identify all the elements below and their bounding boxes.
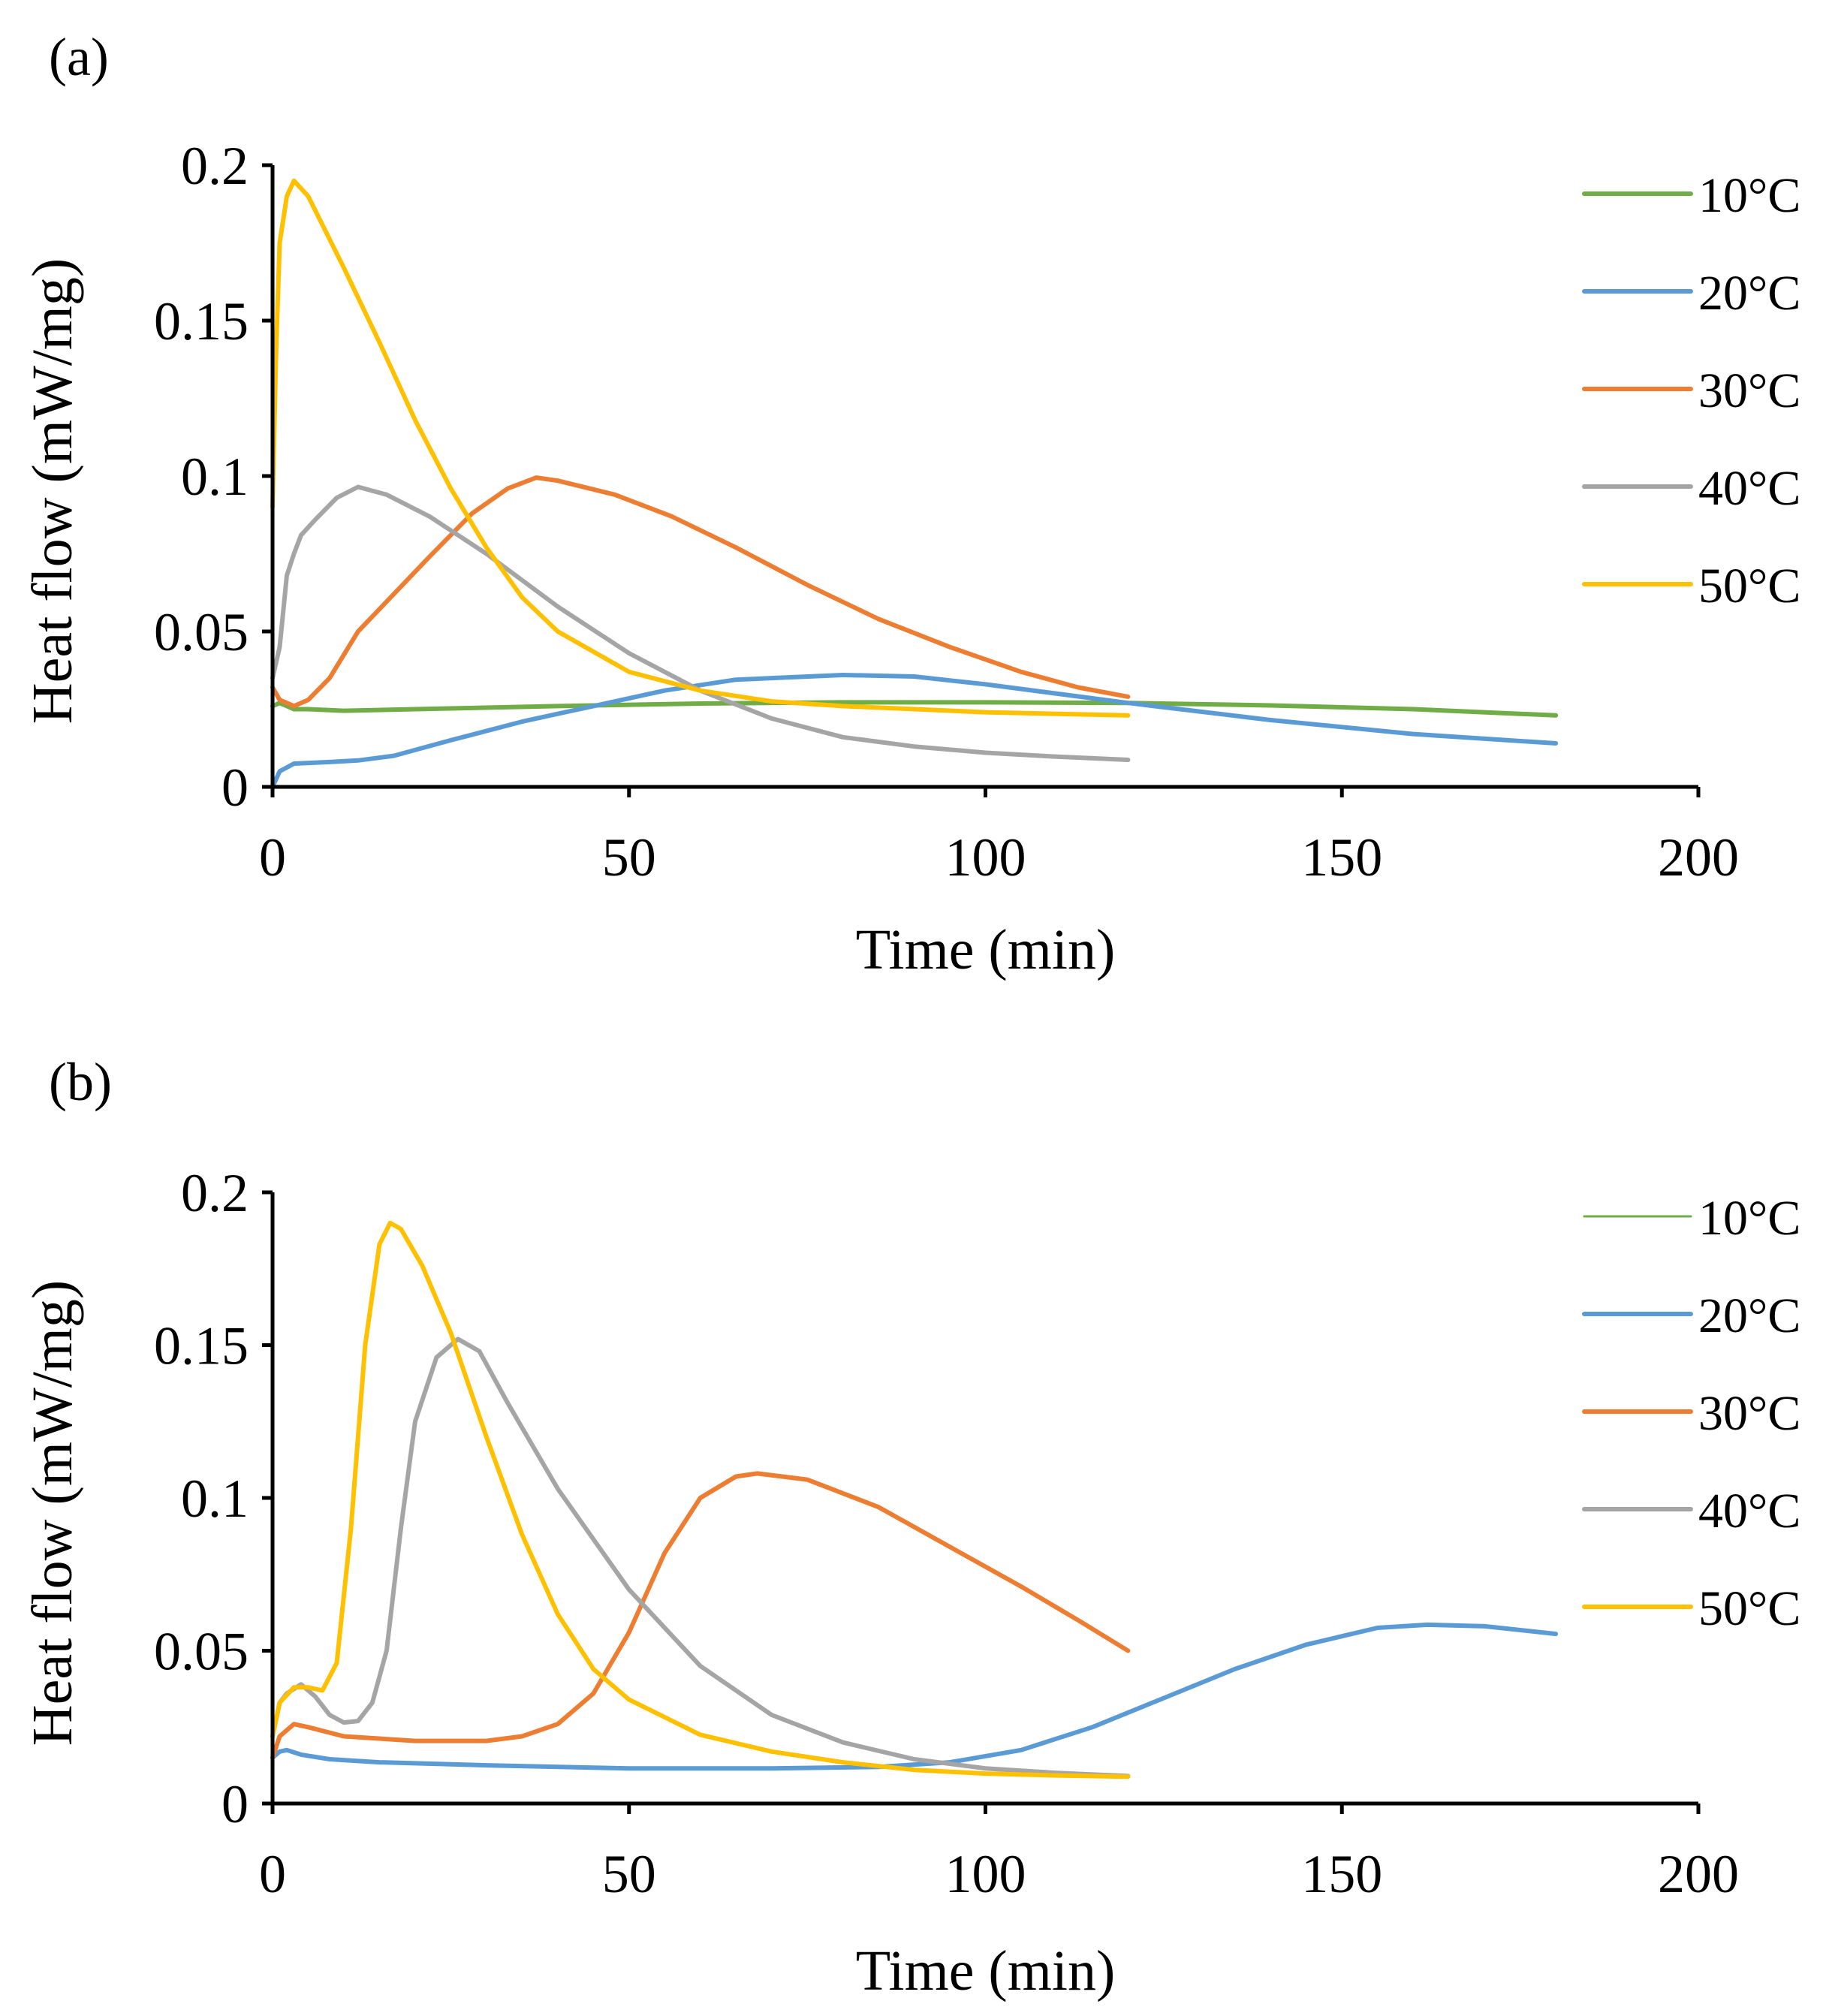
legend-label: 50°C xyxy=(1698,1581,1800,1636)
y-tick-label: 0.15 xyxy=(154,291,249,351)
legend-item: 30°C xyxy=(1582,1386,1800,1441)
legend-item: 50°C xyxy=(1582,559,1800,613)
x-tick-label: 150 xyxy=(1301,1844,1382,1904)
legend-item: 20°C xyxy=(1582,266,1800,321)
series-line-10c xyxy=(270,700,1559,718)
y-tick-label: 0.1 xyxy=(181,1469,249,1529)
legend-label: 40°C xyxy=(1698,461,1800,516)
legend-item: 10°C xyxy=(1582,168,1800,223)
series-line-50c xyxy=(270,178,1131,718)
y-tick-label: 0.2 xyxy=(181,136,249,196)
x-tick-label: 0 xyxy=(259,827,286,887)
x-tick-label: 0 xyxy=(259,1844,286,1904)
x-tick-label: 100 xyxy=(945,1844,1026,1904)
legend-item: 10°C xyxy=(1583,1191,1800,1246)
legend-label: 30°C xyxy=(1698,363,1800,418)
series-line-30c xyxy=(270,1471,1131,1760)
legend-item: 40°C xyxy=(1582,1484,1800,1538)
legend-label: 20°C xyxy=(1698,1288,1800,1343)
x-axis-title: Time (min) xyxy=(856,1939,1116,2002)
y-tick-label: 0.05 xyxy=(154,1622,249,1682)
legend-label: 10°C xyxy=(1698,168,1800,223)
series-line-40c xyxy=(270,1336,1131,1779)
series-line-30c xyxy=(270,475,1131,709)
chart-panel-b: (b) 0 0.05 0.1 0.15 0.2 0 50 100 150 200 Time (min)… xyxy=(21,1052,1800,2002)
x-tick-label: 200 xyxy=(1658,1844,1739,1904)
chart-panel-a: (a) 0 0.05 0.1 0.15 0.2 0 50 100 150 200 Time (min)… xyxy=(21,27,1800,981)
panel-label: (a) xyxy=(49,27,109,87)
y-tick-label: 0.15 xyxy=(154,1316,249,1376)
legend-item: 30°C xyxy=(1582,363,1800,418)
series-line-20c xyxy=(270,673,1559,789)
x-tick-label: 50 xyxy=(602,1844,656,1904)
legend-item: 40°C xyxy=(1582,461,1800,516)
panel-label: (b) xyxy=(49,1052,112,1112)
y-tick-label: 0 xyxy=(221,758,249,818)
y-tick-label: 0.1 xyxy=(181,447,249,507)
x-tick-label: 100 xyxy=(945,827,1026,887)
series-line-20c xyxy=(270,1622,1559,1771)
legend-label: 40°C xyxy=(1698,1484,1800,1538)
y-tick-label: 0 xyxy=(221,1774,249,1834)
legend-label: 30°C xyxy=(1698,1386,1800,1441)
legend-label: 20°C xyxy=(1698,266,1800,321)
series-line-50c xyxy=(270,1220,1131,1779)
legend-label: 50°C xyxy=(1698,559,1800,613)
legend-label: 10°C xyxy=(1698,1191,1800,1246)
y-axis-title: Heat flow (mW/mg) xyxy=(21,1280,84,1746)
y-tick-label: 0.2 xyxy=(181,1163,249,1223)
y-tick-label: 0.05 xyxy=(154,602,249,662)
x-tick-label: 150 xyxy=(1301,827,1382,887)
series-line-40c xyxy=(270,484,1131,762)
x-axis-title: Time (min) xyxy=(856,918,1116,981)
x-tick-label: 50 xyxy=(602,827,656,887)
legend-item: 50°C xyxy=(1582,1581,1800,1636)
y-axis-title: Heat flow (mW/mg) xyxy=(21,258,84,724)
x-tick-label: 200 xyxy=(1658,827,1739,887)
legend-item: 20°C xyxy=(1582,1288,1800,1343)
